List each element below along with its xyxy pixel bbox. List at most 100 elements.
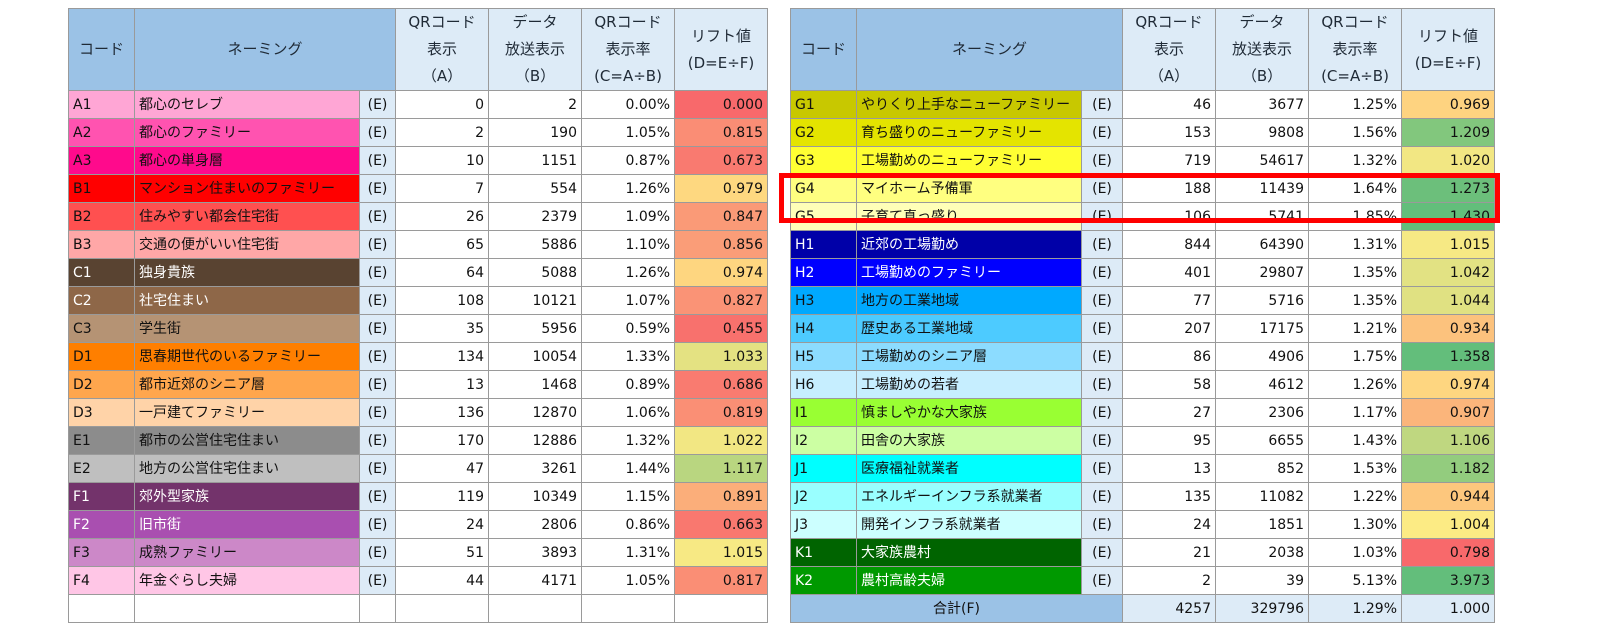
naming-cell: 旧市街 (134, 510, 360, 539)
qr-rate-cell: 1.06% (581, 398, 675, 427)
e-cell: (E) (1081, 314, 1123, 343)
broadcast-count-cell: 1468 (488, 370, 582, 399)
header-lift: リフト値 (D=E÷F) (674, 8, 768, 91)
e-cell: (E) (1081, 202, 1123, 231)
lift-cell: 0.944 (1401, 482, 1495, 511)
code-cell: K2 (790, 566, 857, 595)
e-cell: (E) (1081, 118, 1123, 147)
code-cell: B2 (68, 202, 135, 231)
header-naming: ネーミング (134, 8, 396, 91)
lift-cell: 0.974 (1401, 370, 1495, 399)
table-row: B2 住みやすい都会住宅街 (E) 26 2379 1.09% 0.847 (68, 202, 768, 231)
total-broadcast-count: 329796 (1215, 594, 1309, 623)
table-row: A1 都心のセレブ (E) 0 2 0.00% 0.000 (68, 90, 768, 119)
lift-cell: 0.856 (674, 230, 768, 259)
empty-cell (581, 594, 675, 623)
code-cell: G3 (790, 146, 857, 175)
qr-rate-cell: 1.17% (1308, 398, 1402, 427)
broadcast-count-cell: 3261 (488, 454, 582, 483)
table-row: D3 一戸建てファミリー (E) 136 12870 1.06% 0.819 (68, 398, 768, 427)
e-cell: (E) (1081, 426, 1123, 455)
broadcast-count-cell: 554 (488, 174, 582, 203)
qr-rate-cell: 1.05% (581, 566, 675, 595)
table-row: H3 地方の工業地域 (E) 77 5716 1.35% 1.044 (790, 286, 1495, 315)
broadcast-count-cell: 29807 (1215, 258, 1309, 287)
lift-cell: 0.817 (674, 566, 768, 595)
qr-count-cell: 0 (395, 90, 489, 119)
lift-cell: 1.117 (674, 454, 768, 483)
broadcast-count-cell: 17175 (1215, 314, 1309, 343)
table-row: F1 郊外型家族 (E) 119 10349 1.15% 0.891 (68, 482, 768, 511)
lift-cell: 0.663 (674, 510, 768, 539)
qr-rate-cell: 1.07% (581, 286, 675, 315)
broadcast-count-cell: 6655 (1215, 426, 1309, 455)
lift-cell: 1.004 (1401, 510, 1495, 539)
qr-count-cell: 170 (395, 426, 489, 455)
qr-count-cell: 153 (1122, 118, 1216, 147)
table-row: G2 育ち盛りのニューファミリー (E) 153 9808 1.56% 1.209 (790, 118, 1495, 147)
qr-count-cell: 44 (395, 566, 489, 595)
header-data: データ 放送表示 （B） (1215, 8, 1309, 91)
qr-rate-cell: 1.32% (1308, 146, 1402, 175)
code-cell: K1 (790, 538, 857, 567)
e-cell: (E) (359, 314, 396, 343)
e-cell: (E) (1081, 230, 1123, 259)
header-rate-line: QRコード (1321, 13, 1389, 31)
e-cell: (E) (1081, 370, 1123, 399)
naming-cell: 住みやすい都会住宅街 (134, 202, 360, 231)
lift-cell: 0.819 (674, 398, 768, 427)
qr-rate-cell: 1.03% (1308, 538, 1402, 567)
naming-cell: 慎ましやかな大家族 (856, 398, 1082, 427)
naming-cell: 一戸建てファミリー (134, 398, 360, 427)
e-cell: (E) (1081, 454, 1123, 483)
empty-cell (488, 594, 582, 623)
e-cell: (E) (359, 510, 396, 539)
e-cell: (E) (359, 90, 396, 119)
lift-cell: 1.022 (674, 426, 768, 455)
qr-rate-cell: 1.32% (581, 426, 675, 455)
lift-cell: 1.015 (674, 538, 768, 567)
qr-rate-cell: 1.15% (581, 482, 675, 511)
qr-rate-cell: 1.30% (1308, 510, 1402, 539)
qr-count-cell: 119 (395, 482, 489, 511)
qr-rate-cell: 1.56% (1308, 118, 1402, 147)
header-rate: QRコード 表示率 (C=A÷B) (1308, 8, 1402, 91)
table-row: H4 歴史ある工業地域 (E) 207 17175 1.21% 0.934 (790, 314, 1495, 343)
table-row: H2 工場勤めのファミリー (E) 401 29807 1.35% 1.042 (790, 258, 1495, 287)
qr-count-cell: 64 (395, 258, 489, 287)
qr-count-cell: 401 (1122, 258, 1216, 287)
empty-row (68, 594, 768, 623)
code-cell: D3 (68, 398, 135, 427)
e-cell: (E) (359, 454, 396, 483)
naming-cell: 成熟ファミリー (134, 538, 360, 567)
naming-cell: 工場勤めの若者 (856, 370, 1082, 399)
broadcast-count-cell: 2379 (488, 202, 582, 231)
lift-cell: 0.969 (1401, 90, 1495, 119)
broadcast-count-cell: 852 (1215, 454, 1309, 483)
naming-cell: 都市の公営住宅住まい (134, 426, 360, 455)
broadcast-count-cell: 4612 (1215, 370, 1309, 399)
header-rate-line: 表示率 (1332, 40, 1378, 58)
broadcast-count-cell: 5088 (488, 258, 582, 287)
broadcast-count-cell: 5716 (1215, 286, 1309, 315)
broadcast-count-cell: 2038 (1215, 538, 1309, 567)
qr-rate-cell: 1.21% (1308, 314, 1402, 343)
naming-cell: 子育て真っ盛り (856, 202, 1082, 231)
header-data-line: データ (512, 13, 558, 31)
code-cell: G4 (790, 174, 857, 203)
e-cell: (E) (359, 258, 396, 287)
broadcast-count-cell: 1151 (488, 146, 582, 175)
table-row: A2 都心のファミリー (E) 2 190 1.05% 0.815 (68, 118, 768, 147)
table-row: H6 工場勤めの若者 (E) 58 4612 1.26% 0.974 (790, 370, 1495, 399)
lift-cell: 0.000 (674, 90, 768, 119)
qr-rate-cell: 1.26% (1308, 370, 1402, 399)
lift-cell: 1.015 (1401, 230, 1495, 259)
e-cell: (E) (1081, 482, 1123, 511)
qr-rate-cell: 1.53% (1308, 454, 1402, 483)
table-row: H5 工場勤めのシニア層 (E) 86 4906 1.75% 1.358 (790, 342, 1495, 371)
table-row: D1 思春期世代のいるファミリー (E) 134 10054 1.33% 1.033 (68, 342, 768, 371)
lift-cell: 0.455 (674, 314, 768, 343)
qr-rate-cell: 1.75% (1308, 342, 1402, 371)
code-cell: E2 (68, 454, 135, 483)
qr-count-cell: 13 (395, 370, 489, 399)
